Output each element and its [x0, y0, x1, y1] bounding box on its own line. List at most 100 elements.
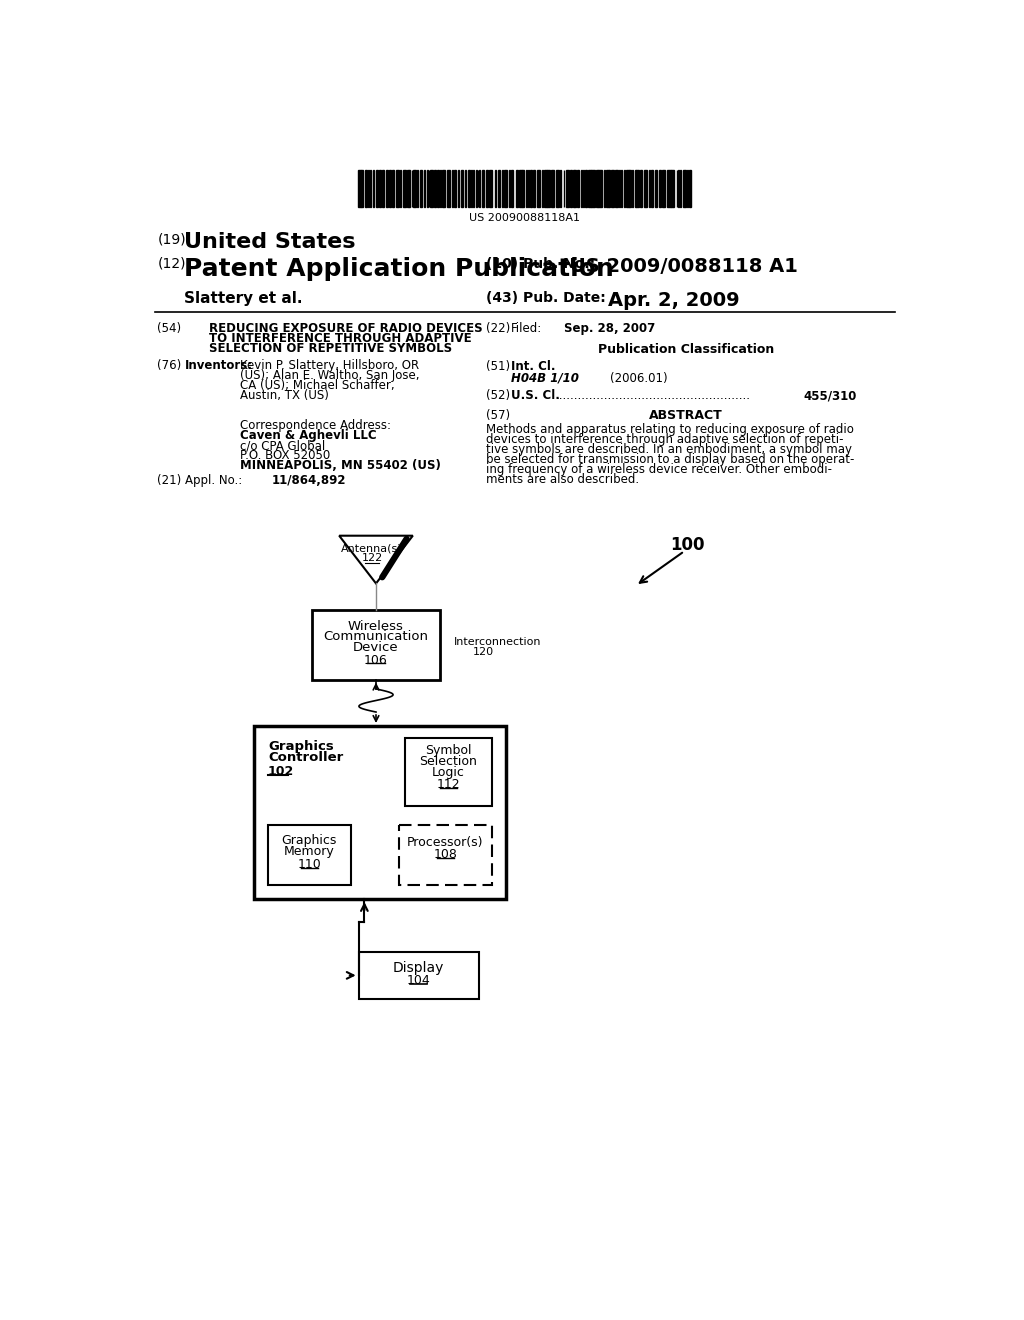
Text: (54): (54)	[158, 322, 181, 335]
Text: Apr. 2, 2009: Apr. 2, 2009	[608, 290, 740, 310]
Text: (US); Alan E. Waltho, San Jose,: (US); Alan E. Waltho, San Jose,	[241, 368, 420, 381]
Bar	[495, 170, 496, 207]
Bar	[420, 170, 422, 207]
Bar	[551, 170, 554, 207]
Bar	[687, 170, 688, 207]
Text: Int. Cl.: Int. Cl.	[511, 360, 555, 374]
Text: Antenna(s): Antenna(s)	[341, 544, 402, 553]
Bar	[504, 170, 507, 207]
Text: c/o CPA Global: c/o CPA Global	[241, 440, 326, 453]
Text: Communication: Communication	[324, 631, 428, 643]
Bar	[574, 170, 575, 207]
Text: Kevin P. Slattery, Hillsboro, OR: Kevin P. Slattery, Hillsboro, OR	[241, 359, 420, 372]
Text: tive symbols are described. In an embodiment, a symbol may: tive symbols are described. In an embodi…	[486, 442, 852, 455]
Text: Appl. No.:: Appl. No.:	[184, 474, 242, 487]
Bar	[312, 610, 440, 680]
Bar	[538, 170, 541, 207]
Text: (57): (57)	[486, 409, 510, 421]
Text: Filed:: Filed:	[511, 322, 542, 335]
Bar	[618, 170, 621, 207]
Bar	[640, 170, 642, 207]
Bar	[447, 170, 450, 207]
Bar	[683, 170, 686, 207]
Bar	[586, 170, 587, 207]
Text: US 20090088118A1: US 20090088118A1	[469, 213, 581, 223]
Text: Memory: Memory	[284, 845, 335, 858]
Bar	[668, 170, 671, 207]
Bar	[547, 170, 550, 207]
Text: Symbol: Symbol	[425, 744, 472, 758]
Text: 108: 108	[433, 849, 458, 862]
Bar	[499, 170, 500, 207]
Bar	[486, 170, 487, 207]
Bar	[672, 170, 675, 207]
Text: 106: 106	[365, 653, 388, 667]
Bar	[630, 170, 631, 207]
Text: Methods and apparatus relating to reducing exposure of radio: Methods and apparatus relating to reduci…	[486, 422, 854, 436]
Text: Patent Application Publication: Patent Application Publication	[183, 257, 613, 281]
Bar	[471, 170, 472, 207]
Bar	[389, 170, 391, 207]
Bar	[254, 726, 506, 899]
Bar	[542, 170, 544, 207]
Text: P.O. BOX 52050: P.O. BOX 52050	[241, 449, 331, 462]
Text: 110: 110	[298, 858, 322, 871]
Text: (12): (12)	[158, 257, 186, 271]
Bar	[544, 170, 547, 207]
Bar	[366, 170, 368, 207]
Text: (2006.01): (2006.01)	[610, 372, 668, 384]
Text: ments are also described.: ments are also described.	[486, 473, 639, 486]
Text: U.S. Cl.: U.S. Cl.	[511, 389, 560, 403]
Text: (51): (51)	[486, 360, 510, 374]
Bar	[662, 170, 665, 207]
Bar	[268, 825, 351, 886]
Text: ing frequency of a wireless device receiver. Other embodi-: ing frequency of a wireless device recei…	[486, 462, 833, 475]
Bar	[376, 170, 378, 207]
Bar	[358, 952, 478, 999]
Text: Interconnection: Interconnection	[454, 638, 542, 647]
Text: H04B 1/10: H04B 1/10	[511, 372, 579, 384]
Bar	[361, 170, 362, 207]
Bar	[434, 170, 436, 207]
Text: Display: Display	[393, 961, 444, 974]
Bar	[391, 170, 394, 207]
Text: 102: 102	[268, 766, 294, 779]
Bar	[626, 170, 629, 207]
Text: Controller: Controller	[268, 751, 343, 764]
Bar	[439, 170, 441, 207]
Text: devices to interference through adaptive selection of repeti-: devices to interference through adaptive…	[486, 433, 844, 446]
Text: be selected for transmission to a display based on the operat-: be selected for transmission to a displa…	[486, 453, 854, 466]
Bar	[511, 170, 513, 207]
Bar	[482, 170, 483, 207]
Bar	[566, 170, 569, 207]
Bar	[399, 825, 492, 886]
Bar	[379, 170, 381, 207]
Text: (21): (21)	[158, 474, 181, 487]
Text: Graphics: Graphics	[268, 739, 334, 752]
Bar	[530, 170, 531, 207]
Bar	[636, 170, 639, 207]
Bar	[651, 170, 652, 207]
Bar	[556, 170, 559, 207]
Text: Slattery et al.: Slattery et al.	[183, 290, 302, 306]
Bar	[489, 170, 493, 207]
Text: Processor(s): Processor(s)	[408, 836, 483, 849]
Text: 120: 120	[473, 647, 495, 657]
Text: Wireless: Wireless	[348, 619, 403, 632]
Text: Graphics: Graphics	[282, 834, 337, 847]
Bar	[680, 170, 681, 207]
Bar	[581, 170, 583, 207]
Text: (52): (52)	[486, 389, 510, 403]
Bar	[403, 170, 407, 207]
Bar	[358, 170, 360, 207]
Bar	[522, 170, 524, 207]
Text: REDUCING EXPOSURE OF RADIO DEVICES: REDUCING EXPOSURE OF RADIO DEVICES	[209, 322, 483, 335]
Bar	[592, 170, 595, 207]
Bar	[407, 170, 409, 207]
Text: ....................................................: ........................................…	[556, 389, 751, 403]
Bar	[655, 170, 656, 207]
Text: Logic: Logic	[432, 766, 465, 779]
Bar	[534, 170, 535, 207]
Text: Austin, TX (US): Austin, TX (US)	[241, 388, 330, 401]
Text: (43) Pub. Date:: (43) Pub. Date:	[486, 290, 606, 305]
